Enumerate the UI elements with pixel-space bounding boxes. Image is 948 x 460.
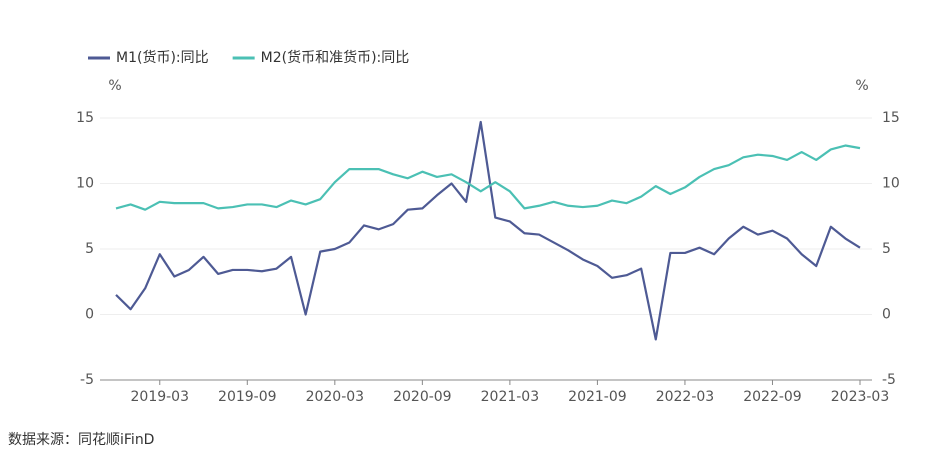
series-line	[115, 120, 861, 341]
y-tick-label: 0	[85, 307, 94, 323]
y2-tick-label: 15	[882, 110, 900, 126]
x-tick-label: 2020-09	[393, 389, 452, 405]
series-line	[115, 144, 861, 211]
x-tick-label: 2019-03	[131, 389, 190, 405]
x-tick-label: 2021-03	[481, 389, 540, 405]
x-tick-label: 2019-09	[218, 389, 277, 405]
legend-label: M1(货币):同比	[116, 49, 209, 66]
y2-tick-label: 10	[882, 176, 900, 192]
y2-tick-label: -5	[882, 372, 896, 388]
y-axis-unit: %	[108, 78, 121, 94]
legend-label: M2(货币和准货币):同比	[261, 49, 410, 66]
y2-axis-unit: %	[855, 78, 868, 94]
source-note: 数据来源：同花顺iFinD	[8, 432, 154, 448]
x-tick-label: 2020-03	[306, 389, 365, 405]
x-tick-label: 2021-09	[568, 389, 627, 405]
y-tick-label: -5	[80, 372, 94, 388]
x-tick-label: 2023-03	[831, 389, 890, 405]
x-tick-label: 2022-09	[743, 389, 802, 405]
y-tick-label: 10	[76, 176, 94, 192]
y2-tick-label: 5	[882, 241, 891, 257]
y2-tick-label: 0	[882, 307, 891, 323]
y-tick-label: 5	[85, 241, 94, 257]
x-tick-label: 2022-03	[656, 389, 715, 405]
y-tick-label: 15	[76, 110, 94, 126]
